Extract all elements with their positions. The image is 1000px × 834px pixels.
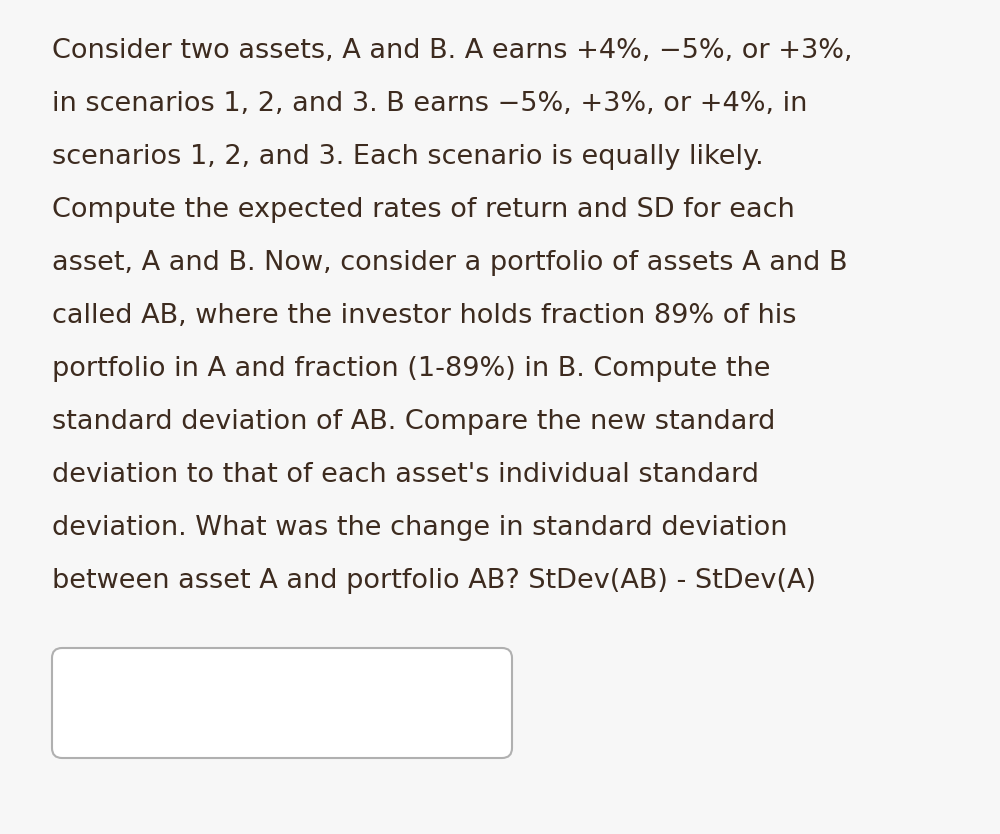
Text: deviation to that of each asset's individual standard: deviation to that of each asset's indivi… xyxy=(52,462,759,488)
FancyBboxPatch shape xyxy=(52,648,512,758)
Text: between asset A and portfolio AB? StDev(AB) - StDev(A): between asset A and portfolio AB? StDev(… xyxy=(52,568,816,594)
Text: in scenarios 1, 2, and 3. B earns −5%, +3%, or +4%, in: in scenarios 1, 2, and 3. B earns −5%, +… xyxy=(52,91,807,117)
Text: deviation. What was the change in standard deviation: deviation. What was the change in standa… xyxy=(52,515,788,541)
Text: called AB, where the investor holds fraction 89% of his: called AB, where the investor holds frac… xyxy=(52,303,796,329)
Text: scenarios 1, 2, and 3. Each scenario is equally likely.: scenarios 1, 2, and 3. Each scenario is … xyxy=(52,144,764,170)
Text: Compute the expected rates of return and SD for each: Compute the expected rates of return and… xyxy=(52,197,795,223)
Text: portfolio in A and fraction (1-89%) in B. Compute the: portfolio in A and fraction (1-89%) in B… xyxy=(52,356,770,382)
Text: Consider two assets, A and B. A earns +4%, −5%, or +3%,: Consider two assets, A and B. A earns +4… xyxy=(52,38,852,64)
Text: asset, A and B. Now, consider a portfolio of assets A and B: asset, A and B. Now, consider a portfoli… xyxy=(52,250,848,276)
Text: standard deviation of AB. Compare the new standard: standard deviation of AB. Compare the ne… xyxy=(52,409,775,435)
